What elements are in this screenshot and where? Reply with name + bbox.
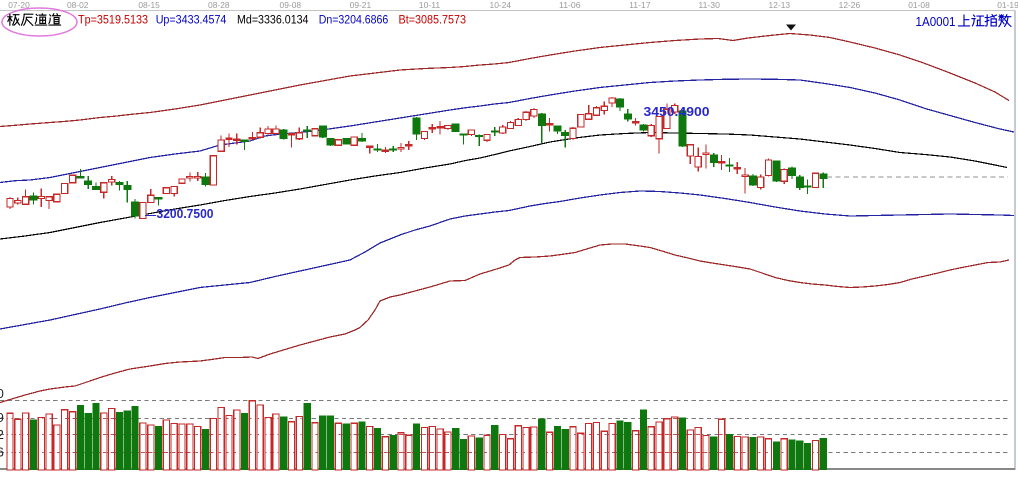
svg-text:08-02: 08-02	[67, 0, 89, 10]
svg-text:Dn=3204.6866: Dn=3204.6866	[319, 13, 389, 27]
svg-text:9: 9	[0, 411, 4, 425]
svg-text:07-20: 07-20	[8, 0, 30, 10]
svg-text:Md=3336.0134: Md=3336.0134	[237, 13, 309, 27]
svg-text:08-28: 08-28	[208, 0, 230, 10]
svg-text:08-15: 08-15	[138, 0, 160, 10]
svg-text:12-13: 12-13	[769, 0, 791, 10]
svg-text:09-08: 09-08	[280, 0, 302, 10]
svg-text:1A0001: 1A0001	[916, 15, 956, 29]
svg-text:10-11: 10-11	[419, 0, 441, 10]
svg-text:11-30: 11-30	[698, 0, 720, 10]
svg-text:3450.4900: 3450.4900	[644, 105, 710, 119]
svg-text:12-26: 12-26	[839, 0, 861, 10]
svg-text:Bt=3085.7573: Bt=3085.7573	[399, 13, 467, 27]
svg-text:11-17: 11-17	[629, 0, 651, 10]
svg-text:11-06: 11-06	[559, 0, 581, 10]
svg-text:0: 0	[0, 387, 4, 401]
svg-text:Tp=3519.5133: Tp=3519.5133	[78, 13, 148, 27]
svg-text:10-24: 10-24	[490, 0, 512, 10]
svg-text:2: 2	[0, 428, 4, 442]
svg-text:09-21: 09-21	[350, 0, 372, 10]
svg-text:01-08: 01-08	[908, 0, 930, 10]
svg-text:6: 6	[0, 445, 4, 459]
svg-text:3200.7500: 3200.7500	[157, 207, 214, 221]
svg-text:Up=3433.4574: Up=3433.4574	[156, 13, 227, 27]
svg-text:01-19: 01-19	[997, 0, 1018, 10]
